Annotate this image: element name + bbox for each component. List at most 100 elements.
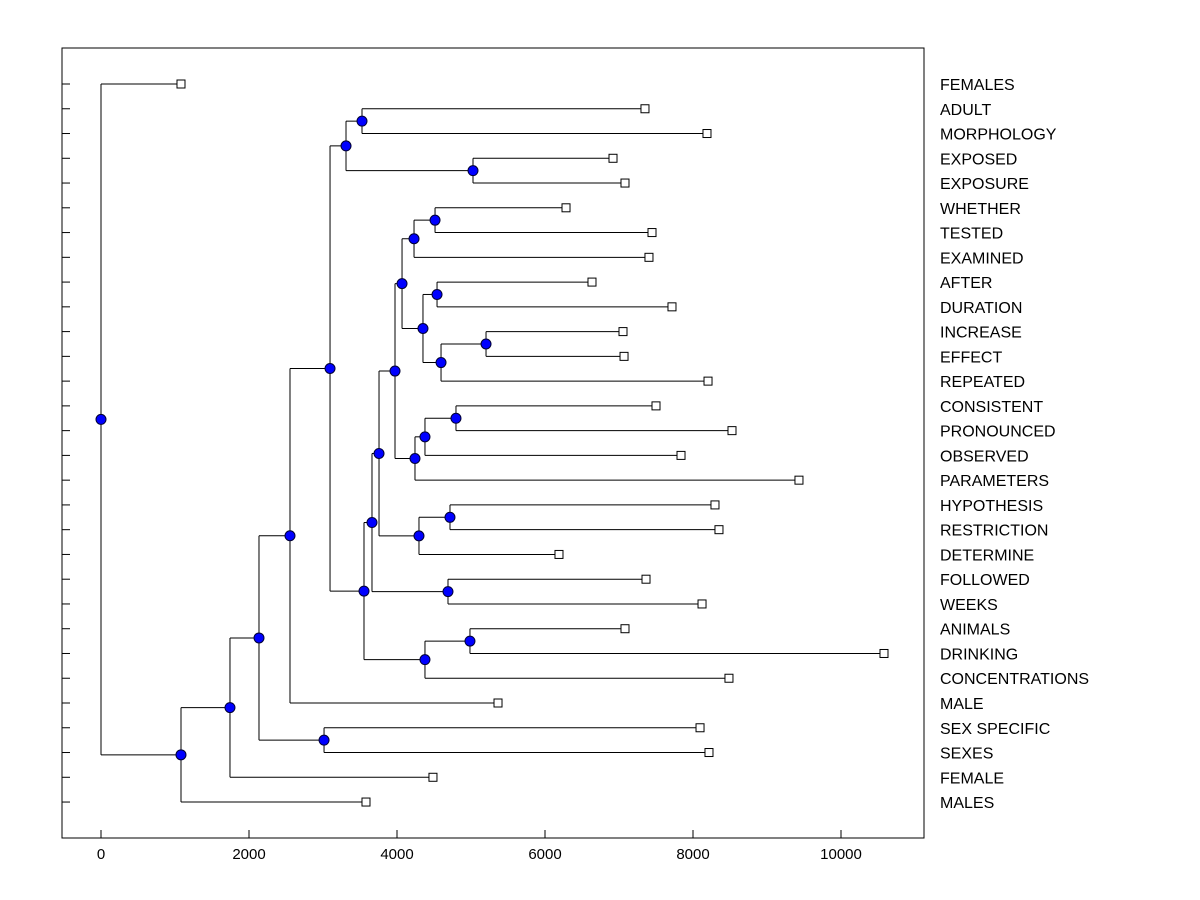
merge-node — [175, 749, 187, 761]
leaf-label: CONCENTRATIONS — [940, 671, 1089, 688]
x-tick-label: 0 — [97, 846, 105, 863]
merge-node — [373, 447, 385, 459]
leaf-label: ANIMALS — [940, 622, 1010, 639]
leaf-marker — [647, 228, 657, 238]
merge-node — [284, 530, 296, 542]
merge-node — [253, 632, 265, 644]
leaf-label: SEXES — [940, 746, 993, 763]
leaf-marker — [702, 129, 712, 139]
leaf-marker — [676, 450, 686, 460]
leaf-marker — [651, 401, 661, 411]
leaf-label: ADULT — [940, 102, 991, 119]
leaf-marker — [794, 475, 804, 485]
merge-node — [224, 702, 236, 714]
leaf-marker — [703, 376, 713, 386]
leaf-marker — [361, 797, 371, 807]
leaf-label: REPEATED — [940, 374, 1025, 391]
leaf-labels: FEMALES ADULT MORPHOLOGY EXPOSED EXPOSURE WHE… — [940, 77, 1089, 812]
leaf-label: MALES — [940, 795, 994, 812]
leaf-marker — [493, 698, 503, 708]
leaf-marker — [695, 723, 705, 733]
x-tick-label: 8000 — [676, 846, 709, 863]
merge-node — [366, 517, 378, 529]
merge-node — [95, 413, 107, 425]
leaf-label: PRONOUNCED — [940, 424, 1056, 441]
merge-node — [480, 338, 492, 350]
leaf-marker — [618, 327, 628, 337]
leaf-label: PARAMETERS — [940, 473, 1049, 490]
leaf-marker — [620, 624, 630, 634]
leaf-label: FOLLOWED — [940, 572, 1030, 589]
leaf-marker — [710, 500, 720, 510]
merge-node — [413, 530, 425, 542]
leaf-marker — [620, 178, 630, 188]
leaf-label: EXPOSURE — [940, 176, 1029, 193]
dendrogram-nodes — [95, 79, 889, 807]
leaf-label: WHETHER — [940, 201, 1021, 218]
leaf-label: AFTER — [940, 275, 992, 292]
leaf-label: EFFECT — [940, 349, 1002, 366]
merge-node — [419, 431, 431, 443]
merge-node — [409, 452, 421, 464]
dendrogram-links — [100, 83, 884, 803]
leaf-label: RESTRICTION — [940, 523, 1048, 540]
leaf-marker — [561, 203, 571, 213]
merge-node — [408, 233, 420, 245]
merge-node — [442, 586, 454, 598]
x-tick-label: 2000 — [232, 846, 265, 863]
plot-frame — [61, 47, 925, 839]
x-tick-label: 4000 — [380, 846, 413, 863]
leaf-label: CONSISTENT — [940, 399, 1043, 416]
leaf-label: DURATION — [940, 300, 1022, 317]
leaf-marker — [704, 748, 714, 758]
leaf-marker — [428, 772, 438, 782]
leaf-label: MORPHOLOGY — [940, 127, 1057, 144]
leaf-label: EXAMINED — [940, 250, 1024, 267]
leaf-label: SEX SPECIFIC — [940, 721, 1050, 738]
merge-node — [464, 635, 476, 647]
leaf-label: OBSERVED — [940, 448, 1029, 465]
leaf-marker — [879, 648, 889, 658]
merge-node — [450, 412, 462, 424]
merge-node — [435, 357, 447, 369]
leaf-marker — [587, 277, 597, 287]
leaf-label: TESTED — [940, 226, 1003, 243]
x-axis: 0 2000 4000 6000 8000 10000 — [62, 83, 862, 863]
leaf-marker — [554, 549, 564, 559]
leaf-marker — [697, 599, 707, 609]
merge-node — [389, 365, 401, 377]
leaf-marker — [724, 673, 734, 683]
merge-node — [431, 288, 443, 300]
leaf-label: FEMALES — [940, 77, 1015, 94]
merge-node — [324, 362, 336, 374]
merge-node — [419, 654, 431, 666]
leaf-label: DRINKING — [940, 646, 1018, 663]
merge-node — [444, 511, 456, 523]
leaf-label: DETERMINE — [940, 547, 1034, 564]
merge-node — [429, 214, 441, 226]
leaf-marker — [644, 252, 654, 262]
x-tick-label: 6000 — [528, 846, 561, 863]
leaf-marker — [714, 525, 724, 535]
leaf-marker — [727, 426, 737, 436]
leaf-label: EXPOSED — [940, 151, 1017, 168]
leaf-marker — [640, 104, 650, 114]
leaf-label: INCREASE — [940, 325, 1022, 342]
merge-node — [467, 165, 479, 177]
merge-node — [356, 115, 368, 127]
merge-node — [318, 734, 330, 746]
leaf-label: HYPOTHESIS — [940, 498, 1043, 515]
merge-node — [396, 278, 408, 290]
merge-node — [340, 140, 352, 152]
leaf-marker — [176, 79, 186, 89]
merge-node — [358, 585, 370, 597]
leaf-marker — [619, 351, 629, 361]
leaf-marker — [641, 574, 651, 584]
leaf-label: MALE — [940, 696, 984, 713]
leaf-label: FEMALE — [940, 770, 1004, 787]
merge-node — [417, 323, 429, 335]
leaf-label: WEEKS — [940, 597, 998, 614]
x-tick-label: 10000 — [820, 846, 862, 863]
leaf-marker — [667, 302, 677, 312]
